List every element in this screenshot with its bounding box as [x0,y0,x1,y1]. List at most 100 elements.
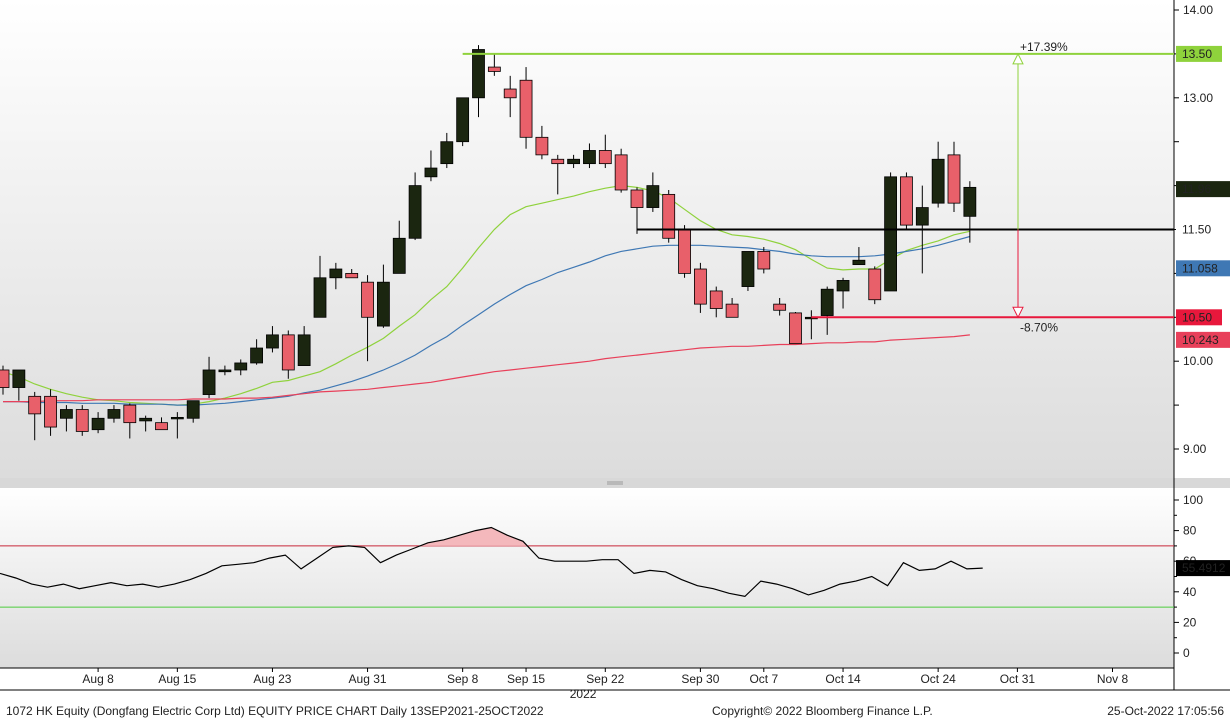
candle-up [250,347,264,364]
candle-down [725,303,739,318]
chart-description: 1072 HK Equity (Dongfang Electric Corp L… [6,704,544,718]
rsi-value-box [1176,560,1230,577]
range-arrow-down [1012,306,1024,319]
price-y-tick-label: 14.00 [1183,3,1213,17]
candle-up [60,409,73,419]
x-tick-label: Sep 15 [507,672,545,686]
candle-down [773,303,787,311]
candle-up [440,141,454,165]
rsi-y-tick-label: 40 [1183,585,1197,599]
candle-up [456,97,470,143]
candle-down [694,268,707,305]
candle-down [789,312,802,345]
x-tick-label: Sep 8 [447,672,479,686]
level-label: 11.50 [1182,223,1211,237]
level-label: 10.50 [1182,310,1212,324]
candle-down [0,369,10,388]
x-tick-label: Oct 7 [749,672,778,686]
candle-up [963,186,977,217]
candle-down [44,395,57,428]
candle-up [392,237,406,274]
candle-up [931,158,945,204]
moving-average-line-ma_mid [3,235,971,406]
range-arrow-up [1012,52,1024,65]
candle-up [91,417,105,431]
candle-down [662,193,676,239]
candle-up [218,369,232,373]
candle-up [567,158,580,165]
value-label: 10.243 [1182,333,1219,347]
candle-up [472,49,485,99]
candle-down [551,158,565,165]
rsi-y-tick-label: 80 [1183,524,1197,538]
candle-up [852,259,866,266]
level-label-box [1176,309,1222,326]
candle-down [519,79,533,138]
candle-down [947,154,961,204]
candle-down [614,154,628,191]
moving-average-line-ma_long [3,334,970,403]
percent-up-label: +17.39% [1020,40,1068,54]
candle-up [139,417,153,422]
candle-up [836,280,850,292]
x-tick-label: Oct 24 [920,672,956,686]
candle-down [123,404,137,424]
value-label: 11.96 [1182,182,1211,196]
value-label-box [1176,331,1230,348]
price-y-tick-label: 9.00 [1183,442,1207,456]
candle-down [535,136,549,156]
timestamp: 25-Oct-2022 17:05:56 [1107,704,1224,718]
candle-down [487,66,501,72]
candle-down [757,251,771,270]
candle-up [313,277,327,318]
rsi-line [0,526,983,598]
rsi-y-tick-label: 0 [1183,646,1190,660]
candle-down [345,272,359,279]
x-tick-label: Aug 8 [82,672,114,686]
level-label-box [1176,221,1222,238]
x-tick-label: Aug 23 [253,672,291,686]
candle-up [186,400,200,419]
candle-down [361,281,374,318]
x-tick-label: Sep 30 [681,672,719,686]
candle-down [678,229,691,274]
candle-up [107,409,121,419]
candle-down [709,290,723,309]
value-label: 11.058 [1182,261,1218,275]
candle-up [741,251,755,287]
x-tick-label: Oct 14 [825,672,861,686]
value-label-box [1176,181,1230,198]
price-panel [0,0,1174,478]
candle-down [900,176,913,226]
price-y-tick-label: 10.00 [1183,354,1213,368]
candle-up [820,288,834,316]
candle-up [266,334,279,349]
value-label-box [1176,260,1230,277]
candle-up [376,281,390,327]
candle-down [155,422,168,431]
x-tick-label: Aug 31 [349,672,387,686]
candle-up [884,176,897,292]
candle-up [646,185,660,208]
x-tick-label: Nov 8 [1097,672,1129,686]
x-year-label: 2022 [570,687,597,701]
price-y-tick-label: 13.00 [1183,91,1213,105]
rsi-y-tick-label: 20 [1183,615,1197,629]
candle-up [234,362,248,371]
candle-up [408,185,422,239]
rsi-y-tick-label: 100 [1183,493,1203,507]
candle-up [170,416,184,420]
candle-down [75,409,89,432]
level-label-box [1176,45,1222,62]
copyright-text: Copyright© 2022 Bloomberg Finance L.P. [712,704,933,718]
candle-down [598,150,612,165]
candle-up [915,207,929,226]
percent-down-label: -8.70% [1020,320,1058,334]
candle-up [297,334,311,366]
x-tick-label: Aug 15 [158,672,196,686]
candle-down [503,88,517,99]
candle-up [583,150,596,165]
candle-up [12,369,26,388]
candle-down [630,189,644,208]
